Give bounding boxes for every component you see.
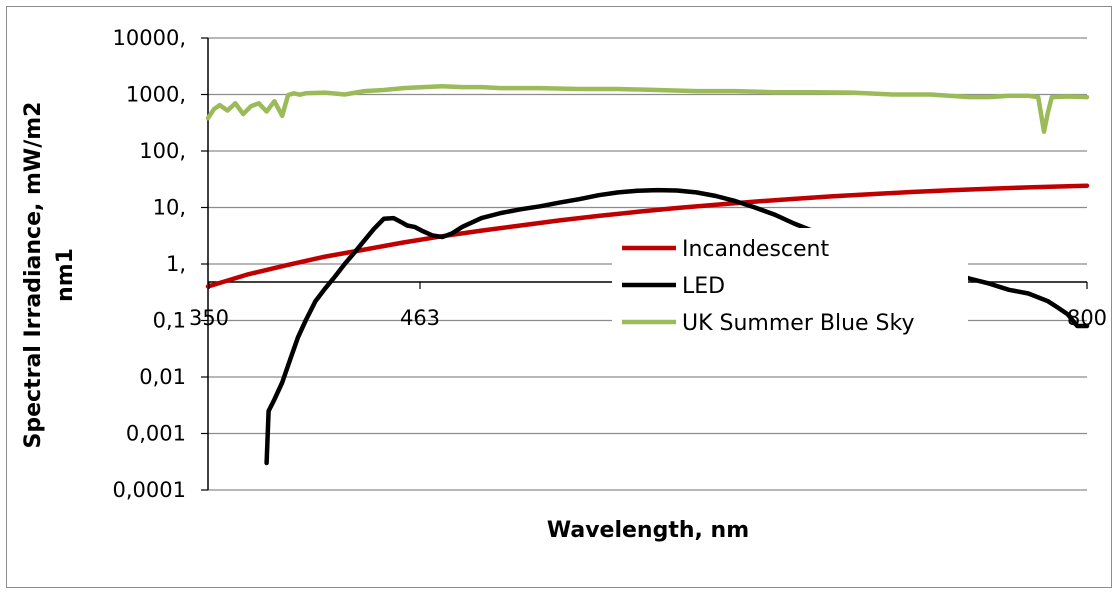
y-ticks: 10000, 1000, 100, 10, 1, 0,1 0,01 0,001 0,0001 [113,26,208,502]
y-tick-label: 0,1 [153,309,186,333]
legend-label: LED [682,274,725,299]
y-tick-label: 10000, [113,26,186,50]
y-tick-label: 0,0001 [113,478,186,502]
series-line-uk-summer-blue-sky [205,83,1090,134]
y-tick-label: 1000, [126,83,186,107]
legend-label: UK Summer Blue Sky [682,311,914,336]
legend-label: Incandescent [682,237,829,262]
y-axis-title-line: Spectral Irradiance, mW/m2 [21,102,46,449]
y-axis-title-line: nm1 [53,248,78,302]
y-tick-label: 10, [153,196,186,220]
x-axis-title: Wavelength, nm [547,518,749,543]
x-tick-label: 800 [1067,306,1107,330]
y-axis-title: Spectral Irradiance, mW/m2 nm1 [21,102,78,449]
legend-items: Incandescent LED UK Summer Blue Sky [622,237,914,336]
x-tick-label: 463 [400,306,440,330]
x-ticks: 350 463 800 [189,282,1107,330]
legend: Incandescent LED UK Summer Blue Sky [612,228,968,338]
x-tick-label: 350 [189,306,229,330]
y-tick-label: 0,01 [139,365,186,389]
y-tick-label: 0,001 [126,422,186,446]
y-tick-label: 1, [166,252,186,276]
y-tick-label: 100, [139,139,186,163]
